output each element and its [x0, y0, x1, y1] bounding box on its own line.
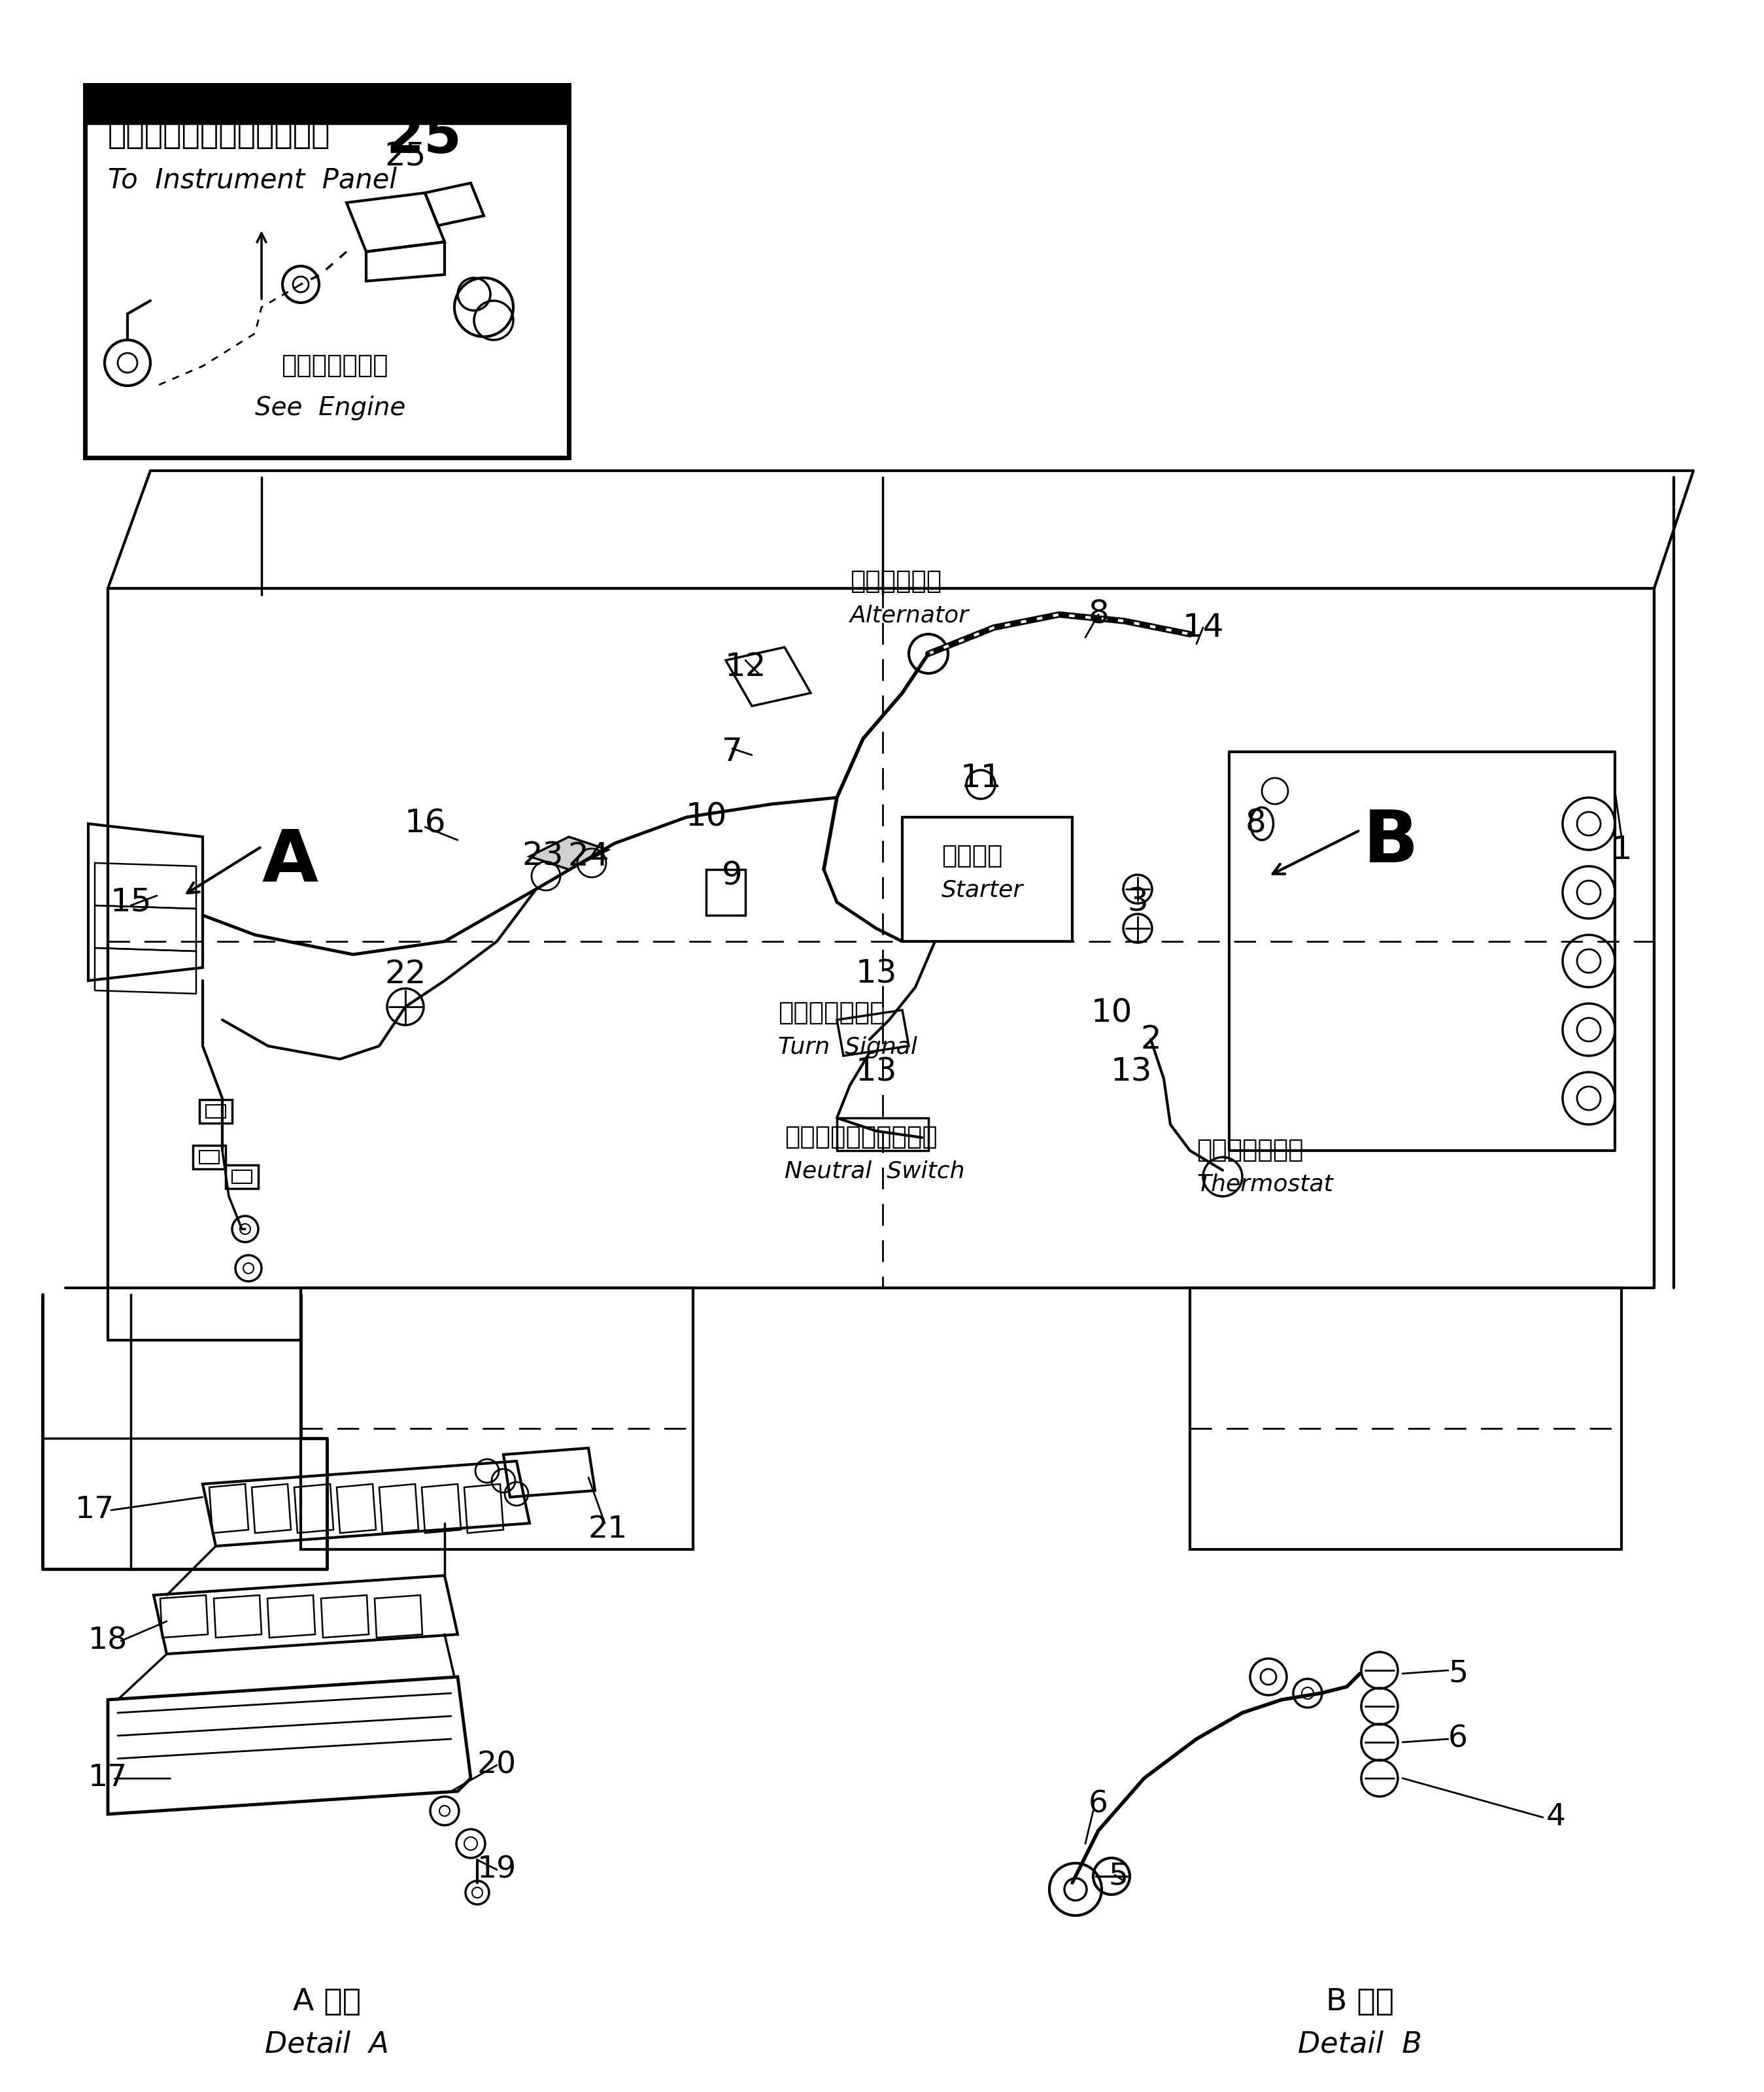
Text: 11: 11	[960, 761, 1002, 793]
Text: 4: 4	[1547, 1803, 1566, 1833]
Text: 15: 15	[109, 887, 152, 918]
Text: サーモスタット: サーモスタット	[1196, 1138, 1304, 1163]
Text: Detail  A: Detail A	[265, 2029, 390, 2059]
Text: A: A	[261, 826, 318, 897]
Text: 18: 18	[88, 1625, 127, 1655]
Text: 8: 8	[1245, 808, 1267, 839]
Text: 3: 3	[1127, 887, 1148, 918]
Text: Starter: Starter	[942, 879, 1023, 902]
Text: 16: 16	[404, 808, 446, 839]
Text: Detail  B: Detail B	[1298, 2029, 1422, 2059]
Text: 10: 10	[686, 801, 727, 833]
Text: 6: 6	[1448, 1724, 1468, 1753]
Text: 25: 25	[385, 142, 427, 174]
Text: 13: 13	[856, 1056, 896, 1088]
Text: To  Instrument  Panel: To Instrument Panel	[108, 167, 397, 195]
Text: 13: 13	[1110, 1056, 1152, 1088]
Text: 22: 22	[385, 958, 427, 990]
Text: 14: 14	[1182, 611, 1224, 644]
Text: 5: 5	[1448, 1659, 1468, 1688]
Text: See  Engine: See Engine	[256, 395, 406, 420]
Text: 13: 13	[856, 958, 896, 990]
Text: 7: 7	[721, 736, 743, 768]
Text: 12: 12	[725, 651, 766, 682]
Text: ターンシグナル: ターンシグナル	[778, 1000, 886, 1025]
Text: A 詳細: A 詳細	[293, 1987, 362, 2017]
Text: スタータ: スタータ	[942, 843, 1002, 868]
Text: B: B	[1364, 808, 1418, 877]
Text: Turn  Signal: Turn Signal	[778, 1036, 917, 1059]
Text: 17: 17	[76, 1496, 115, 1525]
Text: ニュートラルスイッチ: ニュートラルスイッチ	[785, 1125, 937, 1149]
Text: 25: 25	[386, 111, 462, 163]
Text: 2: 2	[1140, 1023, 1161, 1054]
Text: インスツルメントパネルへ: インスツルメントパネルへ	[108, 121, 330, 151]
Text: 21: 21	[589, 1515, 628, 1544]
Text: 23: 23	[522, 841, 563, 872]
Text: B 詳細: B 詳細	[1327, 1987, 1394, 2017]
Bar	[706, 870, 746, 916]
Text: 10: 10	[1090, 998, 1132, 1029]
Text: Thermostat: Thermostat	[1196, 1174, 1334, 1197]
Text: Alternator: Alternator	[850, 605, 968, 628]
Text: 8: 8	[1088, 598, 1110, 630]
Polygon shape	[529, 837, 609, 870]
Text: 9: 9	[721, 860, 743, 891]
Text: 17: 17	[88, 1764, 127, 1793]
Text: 1: 1	[1611, 835, 1632, 866]
Text: 19: 19	[478, 1856, 517, 1885]
Text: 20: 20	[478, 1751, 517, 1780]
Text: 6: 6	[1088, 1789, 1108, 1820]
Text: Neutral  Switch: Neutral Switch	[785, 1161, 965, 1182]
Text: 5: 5	[1108, 1862, 1127, 1891]
Text: オルタネータ: オルタネータ	[850, 569, 942, 594]
Bar	[85, 86, 568, 458]
Bar	[85, 86, 568, 123]
Text: 24: 24	[568, 841, 609, 872]
Text: エンジン編参照: エンジン編参照	[280, 354, 388, 379]
